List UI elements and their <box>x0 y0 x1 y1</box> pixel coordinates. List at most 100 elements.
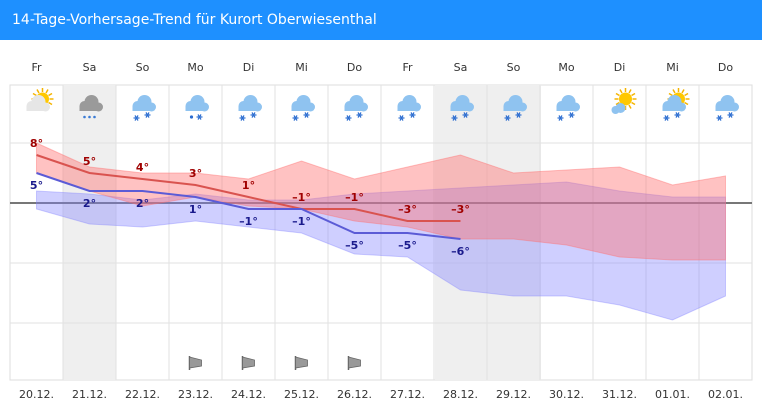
cloud <box>450 106 471 111</box>
day-label: Fr <box>31 61 42 74</box>
date-label: 30.12. <box>549 388 584 401</box>
snowflake <box>399 115 404 121</box>
cloud <box>397 106 418 111</box>
cloud <box>185 106 206 111</box>
snowflake <box>304 112 309 118</box>
sun-ray <box>36 89 40 94</box>
value-label: –1° <box>345 191 364 204</box>
value-label: –1° <box>292 215 311 228</box>
weather-icon <box>715 95 739 121</box>
cloud <box>26 106 47 111</box>
value-label: –1° <box>239 215 258 228</box>
weather-icon <box>397 95 421 121</box>
sun-ray <box>628 89 632 94</box>
day-label: Sa <box>454 61 468 74</box>
value-label: –5° <box>398 239 417 252</box>
value-label: 8° <box>30 137 43 150</box>
value-label: 2° <box>83 197 96 210</box>
sun-ray <box>628 104 632 109</box>
snowflake <box>463 112 468 118</box>
day-label: Di <box>243 61 255 74</box>
weekend-shade <box>63 85 116 380</box>
cloud <box>662 106 683 111</box>
snowflake <box>516 112 521 118</box>
wind-icon <box>347 356 361 370</box>
wind-sock <box>348 356 361 369</box>
weather-icon <box>611 88 637 114</box>
value-label: 1° <box>189 203 202 216</box>
snowflake <box>505 115 510 121</box>
sun-ray <box>48 92 53 97</box>
weather-icon <box>662 88 690 121</box>
weather-icon <box>185 95 209 120</box>
snowflake <box>664 115 669 121</box>
wind-icon <box>188 356 202 370</box>
date-label: 01.01. <box>655 388 690 401</box>
weather-icon <box>344 95 368 121</box>
wind-sock <box>242 356 255 369</box>
day-label: Di <box>614 61 626 74</box>
date-label: 22.12. <box>125 388 160 401</box>
snowflake <box>558 115 563 121</box>
date-label: 02.01. <box>708 388 743 401</box>
rain-drop <box>88 115 91 119</box>
snowflake <box>728 112 733 118</box>
sun-ray <box>631 101 636 106</box>
value-label: –3° <box>398 203 417 216</box>
value-label: 4° <box>136 161 149 174</box>
cloud <box>615 103 626 113</box>
date-label: 27.12. <box>390 388 425 401</box>
date-label: 23.12. <box>178 388 213 401</box>
value-label: 2° <box>136 197 149 210</box>
day-label: Do <box>718 61 733 74</box>
header-bar <box>0 0 762 40</box>
date-label: 25.12. <box>284 388 319 401</box>
day-label: Sa <box>83 61 97 74</box>
day-label: So <box>136 61 150 74</box>
weather-icon <box>450 95 474 121</box>
snowflake <box>452 115 457 121</box>
day-label: Fr <box>402 61 413 74</box>
weather-icon <box>26 88 54 112</box>
temperature-band <box>36 181 726 321</box>
snowflake <box>134 115 139 121</box>
snowflake <box>251 112 256 118</box>
rain-drop <box>93 115 96 119</box>
date-label: 20.12. <box>19 388 54 401</box>
weekend-shade <box>435 85 541 380</box>
snowflake <box>410 112 415 118</box>
date-label: 29.12. <box>496 388 531 401</box>
cloud <box>132 106 153 111</box>
wind-icon <box>294 356 308 370</box>
cloud <box>503 106 524 111</box>
snowflake <box>145 112 150 118</box>
temperature-line <box>36 154 461 222</box>
sun-ray <box>615 92 620 97</box>
cloud <box>556 106 577 111</box>
chart-title: 14-Tage-Vorhersage-Trend für Kurort Ober… <box>12 12 377 28</box>
day-label: Mo <box>187 61 203 74</box>
value-label: 3° <box>189 167 202 180</box>
cloud <box>79 106 100 111</box>
sun-ray <box>681 89 685 94</box>
sun-ray <box>684 101 689 106</box>
day-label: So <box>507 61 521 74</box>
sun-ray <box>619 89 623 94</box>
wind-sock <box>295 356 308 369</box>
day-label: Mi <box>666 61 679 74</box>
sun-ray <box>615 101 620 106</box>
date-label: 26.12. <box>337 388 372 401</box>
wind-icon <box>241 356 255 370</box>
sun <box>619 92 632 106</box>
date-label: 21.12. <box>72 388 107 401</box>
day-label: Do <box>347 61 362 74</box>
cloud <box>344 106 365 111</box>
weather-icon <box>132 95 156 121</box>
rain-drop <box>83 115 86 119</box>
sun-ray <box>45 89 49 94</box>
snowflake <box>197 114 202 120</box>
weather-icon <box>556 95 580 121</box>
weather-icon <box>503 95 527 121</box>
wind-sock <box>189 356 202 369</box>
